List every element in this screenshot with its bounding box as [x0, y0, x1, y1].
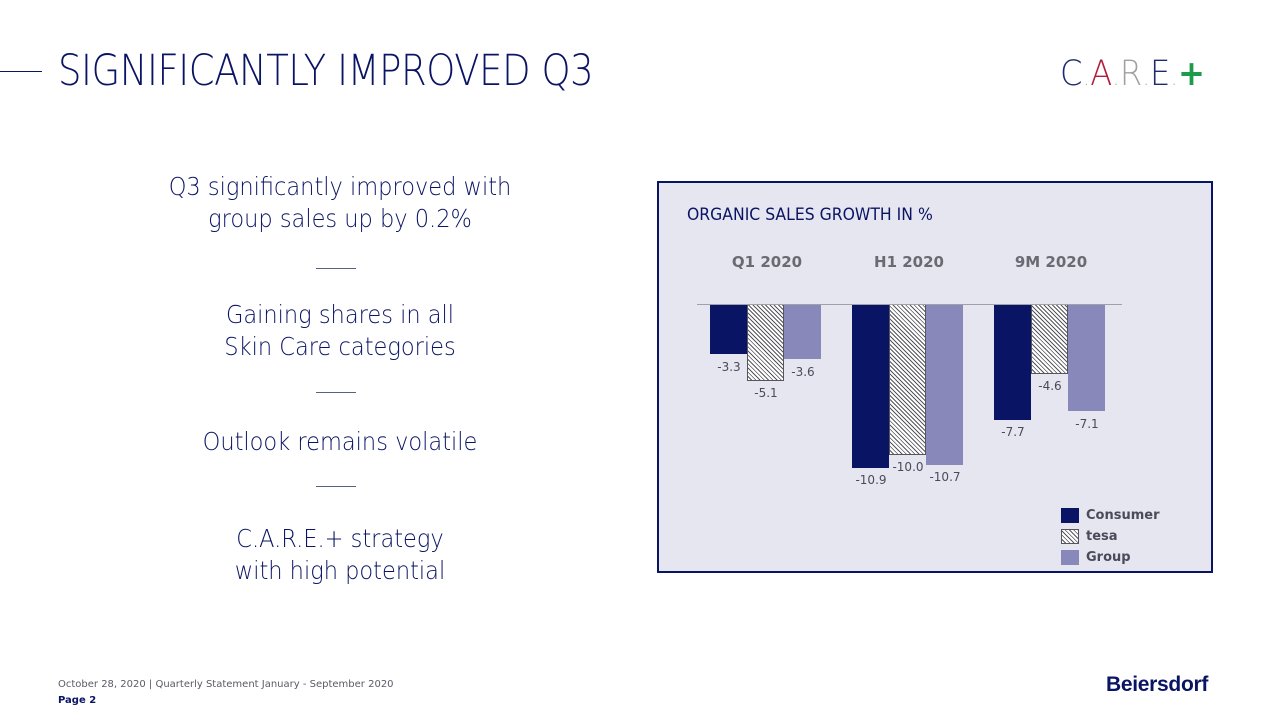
page-number: Page 2: [58, 695, 97, 706]
message-gaining-shares: Gaining shares in all Skin Care categori…: [224, 300, 456, 361]
bar-group-h1: [926, 305, 963, 465]
plus-icon: +: [1178, 54, 1206, 94]
value-label: -3.3: [717, 360, 741, 374]
category-label-h1: H1 2020: [874, 253, 944, 271]
message-care-strategy: C.A.R.E.+ strategy with high potential: [234, 524, 446, 585]
separator: [316, 392, 356, 393]
value-label: -10.7: [929, 470, 961, 484]
bar-tesa-9m: [1031, 305, 1068, 374]
legend-item-tesa: tesa: [1061, 526, 1160, 547]
bar-consumer-9m: [994, 305, 1031, 420]
category-label-q1: Q1 2020: [731, 253, 803, 271]
separator: [316, 268, 356, 269]
beiersdorf-logo: Beiersdorf: [1106, 673, 1209, 696]
care-plus-logo: C.A.R.E.+: [1060, 54, 1206, 94]
value-label: -4.6: [1038, 379, 1062, 393]
legend-swatch-group: [1061, 550, 1079, 565]
chart-legend: Consumer tesa Group: [1061, 505, 1160, 568]
chart-title: ORGANIC SALES GROWTH IN %: [687, 205, 933, 225]
bar-tesa-q1: [747, 305, 784, 381]
legend-swatch-consumer: [1061, 508, 1079, 523]
separator: [316, 486, 356, 487]
bar-consumer-q1: [710, 305, 747, 354]
page-title: SIGNIFICANTLY IMPROVED Q3: [58, 46, 594, 96]
bar-consumer-h1: [852, 305, 889, 468]
bar-group-9m: [1068, 305, 1105, 411]
category-label-9m: 9M 2020: [1014, 253, 1088, 271]
title-rule: [0, 71, 42, 72]
value-label: -10.0: [892, 460, 924, 474]
value-label: -3.6: [791, 365, 815, 379]
value-label: -5.1: [754, 386, 778, 400]
organic-sales-chart-panel: ORGANIC SALES GROWTH IN % Q1 2020 H1 202…: [657, 181, 1213, 573]
footer-date-text: October 28, 2020 | Quarterly Statement J…: [58, 679, 394, 690]
message-q3-improved: Q3 significantly improved with group sal…: [168, 172, 512, 233]
legend-swatch-tesa: [1061, 529, 1079, 544]
bar-group-q1: [784, 305, 821, 359]
zero-axis: [697, 304, 1122, 305]
value-label: -7.7: [1001, 425, 1025, 439]
legend-item-group: Group: [1061, 547, 1160, 568]
message-outlook: Outlook remains volatile: [202, 427, 478, 456]
value-label: -7.1: [1075, 417, 1099, 431]
legend-item-consumer: Consumer: [1061, 505, 1160, 526]
value-label: -10.9: [855, 473, 887, 487]
bar-tesa-h1: [889, 305, 926, 455]
